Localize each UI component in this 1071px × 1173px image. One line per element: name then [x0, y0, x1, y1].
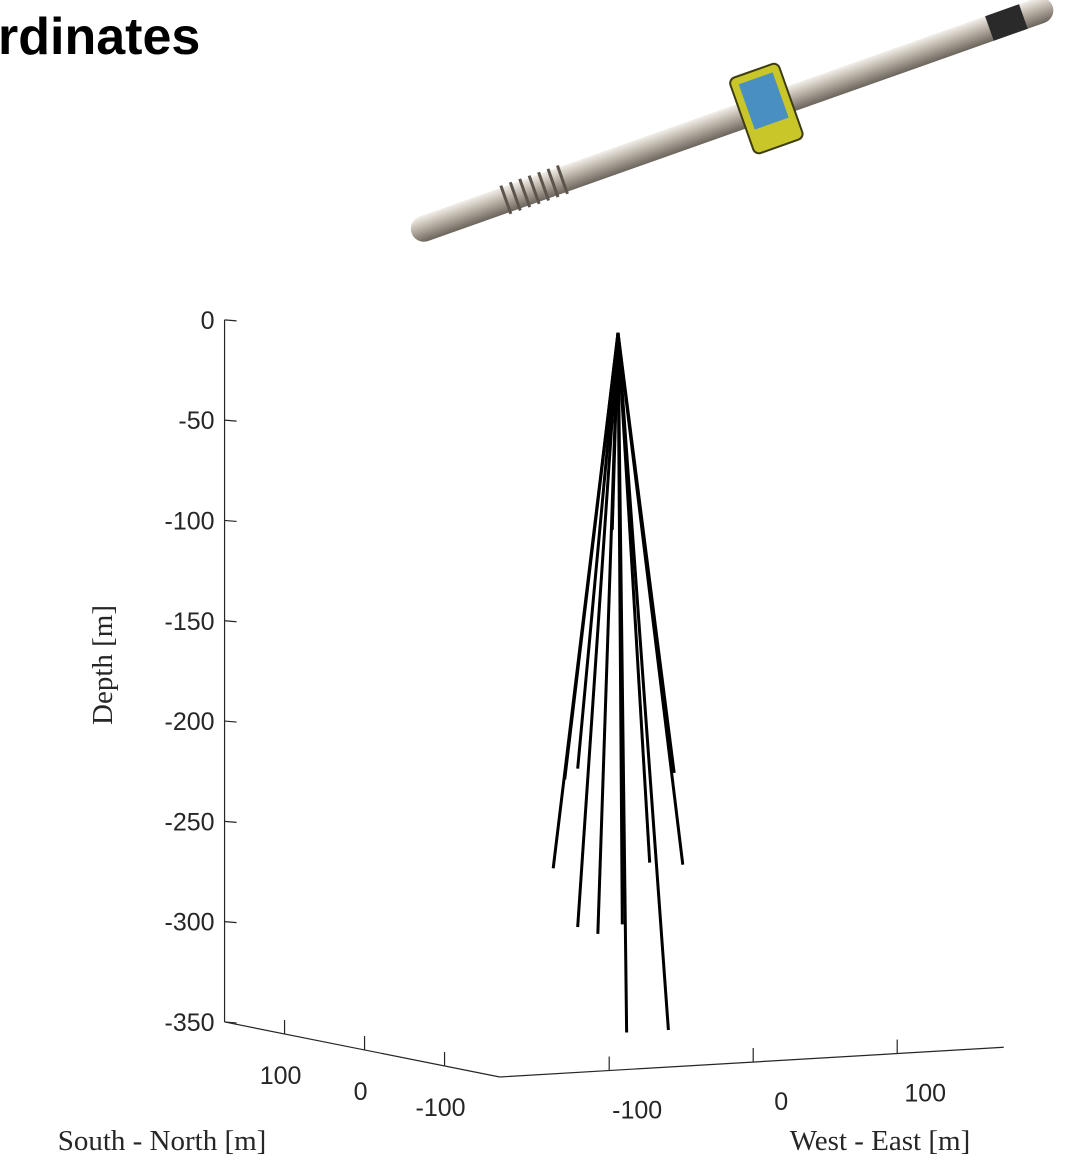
borehole: [616, 332, 685, 865]
probe-body: [410, 0, 1054, 242]
chart-title: rdinates: [0, 8, 200, 66]
z-tick: [224, 720, 237, 723]
y-tick-label: 100: [260, 1062, 302, 1090]
z-tick-label: -350: [165, 1009, 215, 1037]
z-tick-label: -150: [165, 608, 215, 636]
z-tick: [224, 921, 237, 924]
z-tick: [224, 419, 237, 422]
probe-tip: [985, 4, 1028, 41]
x-tick-label: 100: [904, 1080, 946, 1108]
z-tick: [224, 319, 237, 322]
z-tick-label: -250: [165, 808, 215, 836]
z-tick-label: -100: [165, 507, 215, 535]
z-tick: [224, 820, 237, 823]
z-tick: [224, 1021, 237, 1024]
x-axis-label: West - East [m]: [790, 1125, 970, 1157]
z-tick-label: -50: [178, 407, 214, 435]
z-tick-label: -300: [165, 909, 215, 937]
y-tick-label: -100: [416, 1094, 466, 1122]
z-tick-label: 0: [201, 307, 215, 335]
borehole: [576, 332, 620, 928]
z-axis-label: Depth [m]: [87, 605, 119, 725]
z-tick: [224, 519, 237, 523]
z-tick-label: -200: [165, 708, 215, 736]
borehole: [576, 332, 620, 769]
y-tick-label: 0: [354, 1078, 368, 1106]
y-axis-line: [224, 1021, 500, 1078]
x-tick-label: 0: [774, 1088, 788, 1116]
probe-image: [410, 0, 1054, 242]
handheld-screen: [738, 72, 789, 130]
probe-ribs: [499, 165, 569, 215]
x-axis-line: [499, 1046, 1004, 1078]
borehole: [563, 332, 620, 780]
borehole: [616, 332, 629, 1033]
x-tick-label: -100: [612, 1097, 662, 1125]
y-axis-label: South - North [m]: [58, 1125, 267, 1157]
borehole: [616, 332, 670, 1031]
z-tick: [224, 620, 237, 623]
